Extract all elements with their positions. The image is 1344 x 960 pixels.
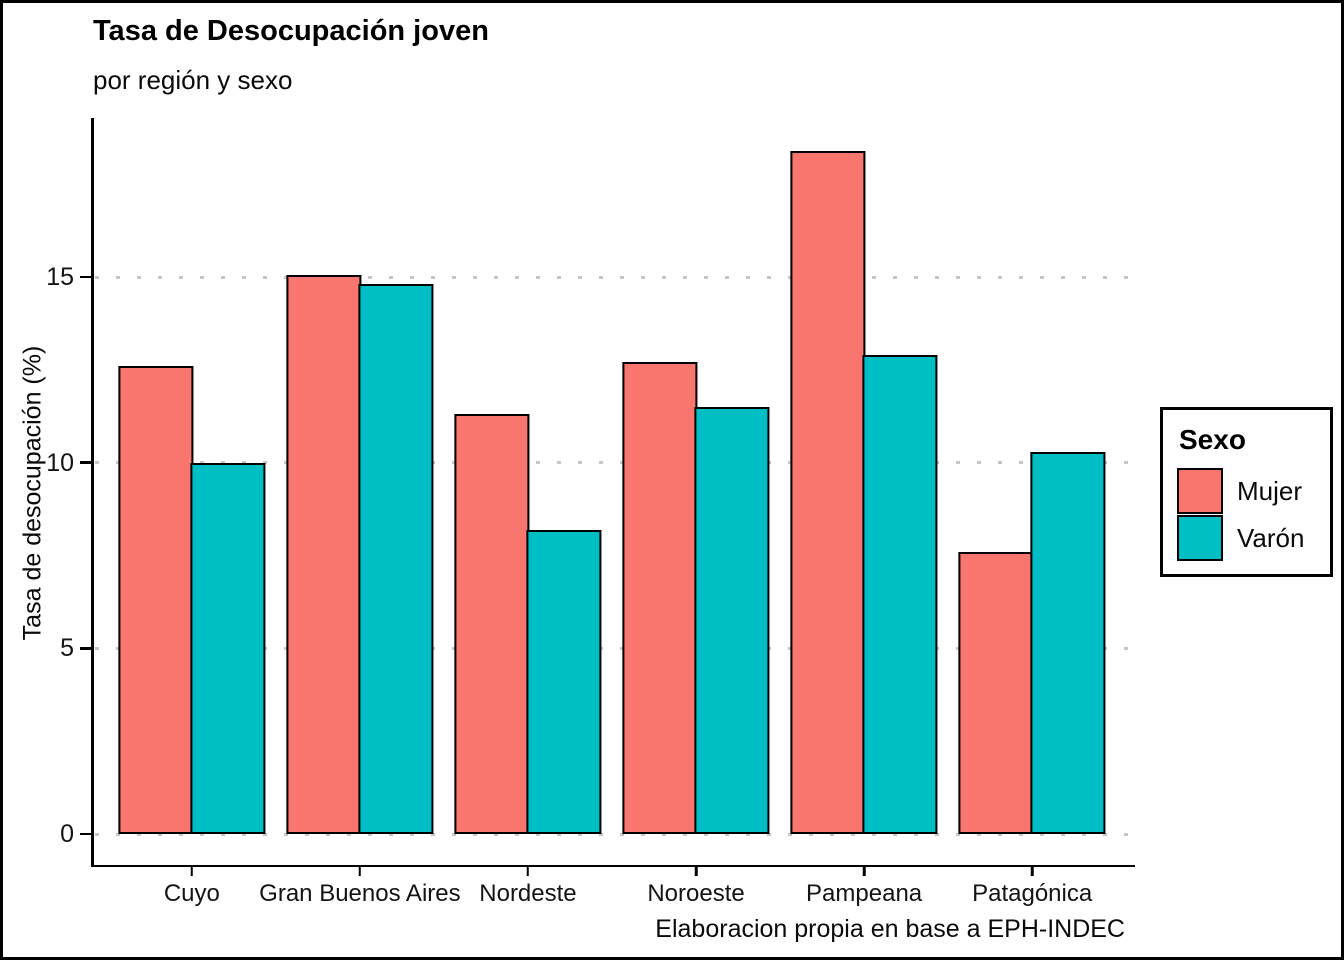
x-tick-mark-Patagónica <box>1030 867 1034 876</box>
x-tick-label-Noroeste: Noroeste <box>647 880 745 907</box>
bar-Gran Buenos Aires-Varón <box>358 284 434 834</box>
y-tick-mark-5 <box>80 647 91 650</box>
legend-swatch-mujer <box>1177 468 1223 514</box>
plot-panel: 0 5 10 15 Cuyo Gran Buenos Aires Nordeste Noroe… <box>46 118 1135 907</box>
x-tick-mark-Nordeste <box>526 867 530 876</box>
y-tick-mark-10 <box>80 461 91 464</box>
x-tick-mark-Noroeste <box>694 867 698 876</box>
y-tick-label-5: 5 <box>60 634 74 663</box>
gridline-y-5 <box>95 646 1131 650</box>
x-tick-label-Nordeste: Nordeste <box>479 880 577 907</box>
y-tick-label-0: 0 <box>60 820 74 848</box>
chart-subtitle: por región y sexo <box>93 65 293 95</box>
bar-Pampeana-Varón <box>862 355 938 834</box>
bar-Patagónica-Mujer <box>958 552 1034 834</box>
x-tick-label-Cuyo: Cuyo <box>163 880 220 907</box>
bar-Nordeste-Varón <box>526 530 602 834</box>
bar-group-Patagónica <box>958 452 1106 834</box>
bar-Cuyo-Mujer <box>118 366 194 834</box>
legend-item-varon: Varón <box>1177 515 1316 561</box>
legend-swatch-varon <box>1177 515 1223 561</box>
legend-label-mujer: Mujer <box>1237 475 1303 506</box>
x-tick-mark-Cuyo <box>190 867 194 876</box>
legend-title: Sexo <box>1179 424 1246 455</box>
bar-group-Pampeana <box>790 151 938 834</box>
y-axis-title-text: Tasa de desocupación (%) <box>18 345 47 641</box>
chart-caption: Elaboracion propia en base a EPH-INDEC <box>655 915 1125 943</box>
bar-Noroeste-Varón <box>694 407 770 834</box>
bar-Nordeste-Mujer <box>454 414 530 834</box>
bar-Gran Buenos Aires-Mujer <box>286 275 362 834</box>
legend: Sexo Mujer Varón <box>1160 407 1333 577</box>
x-tick-mark-Gran Buenos Aires <box>358 867 362 876</box>
bar-Patagónica-Varón <box>1030 452 1106 834</box>
gridline-y-0 <box>95 832 1131 836</box>
x-tick-label-Pampeana: Pampeana <box>806 880 923 907</box>
chart-title: Tasa de Desocupación joven <box>93 15 489 47</box>
y-tick-mark-0 <box>80 832 91 836</box>
gridline-y-15 <box>95 275 1131 279</box>
x-tick-label-Gran Buenos Aires: Gran Buenos Aires <box>259 880 461 907</box>
y-axis-line <box>91 118 94 867</box>
x-tick-label-Patagónica: Patagónica <box>972 880 1093 907</box>
legend-label-varon: Varón <box>1237 522 1305 553</box>
bar-Pampeana-Mujer <box>790 151 866 834</box>
bar-group-Cuyo <box>118 366 266 834</box>
x-tick-mark-Pampeana <box>862 867 866 876</box>
x-axis-line <box>91 864 1135 867</box>
bar-group-Gran Buenos Aires <box>286 275 434 834</box>
bar-Cuyo-Varón <box>190 463 266 834</box>
bar-Noroeste-Mujer <box>622 362 698 834</box>
bar-group-Noroeste <box>622 362 770 834</box>
bar-group-Nordeste <box>454 414 602 834</box>
y-tick-mark-15 <box>80 275 91 279</box>
y-tick-label-15: 15 <box>46 263 74 292</box>
legend-item-mujer: Mujer <box>1177 468 1316 514</box>
gridline-y-10 <box>95 461 1131 465</box>
y-tick-label-10: 10 <box>46 448 74 477</box>
